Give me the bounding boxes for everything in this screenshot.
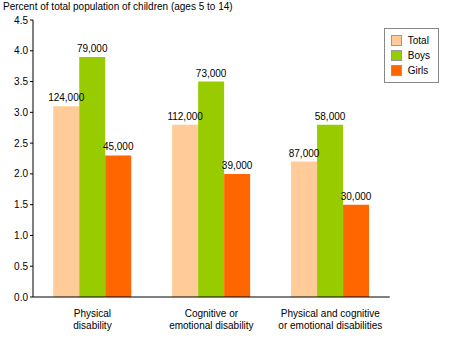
svg-text:Physical and cognitive: Physical and cognitive: [281, 308, 380, 319]
svg-text:45,000: 45,000: [103, 141, 134, 152]
svg-text:3.0: 3.0: [14, 107, 28, 118]
svg-text:39,000: 39,000: [222, 160, 253, 171]
html-text:Total: Total: [407, 35, 429, 46]
html-text:Boys: Boys: [407, 50, 430, 61]
html-text:Girls: Girls: [407, 65, 429, 76]
svg-text:73,000: 73,000: [196, 68, 227, 79]
svg-text:112,000: 112,000: [167, 111, 203, 122]
svg-text:124,000: 124,000: [48, 92, 85, 103]
svg-text:58,000: 58,000: [315, 111, 346, 122]
svg-text:79,000: 79,000: [77, 43, 108, 54]
svg-text:Physical: Physical: [74, 308, 111, 319]
svg-text:2.5: 2.5: [14, 138, 28, 149]
svg-text:disability: disability: [73, 320, 111, 331]
svg-text:Cognitive or: Cognitive or: [185, 308, 239, 319]
svg-text:4.0: 4.0: [14, 45, 28, 56]
svg-text:1.0: 1.0: [14, 230, 28, 241]
svg-text:0.5: 0.5: [14, 261, 28, 272]
svg-text:4.5: 4.5: [14, 15, 28, 26]
html-text:Percent of total population of: Percent of total population of children …: [3, 1, 233, 12]
svg-text:2.0: 2.0: [14, 168, 28, 179]
svg-text:1.5: 1.5: [14, 199, 28, 210]
svg-text:87,000: 87,000: [289, 148, 320, 159]
svg-text:or emotional disabilities: or emotional disabilities: [278, 320, 382, 331]
svg-text:emotional disability: emotional disability: [169, 320, 254, 331]
svg-text:3.5: 3.5: [14, 76, 28, 87]
svg-text:30,000: 30,000: [341, 191, 372, 202]
svg-text:0.0: 0.0: [14, 292, 28, 303]
